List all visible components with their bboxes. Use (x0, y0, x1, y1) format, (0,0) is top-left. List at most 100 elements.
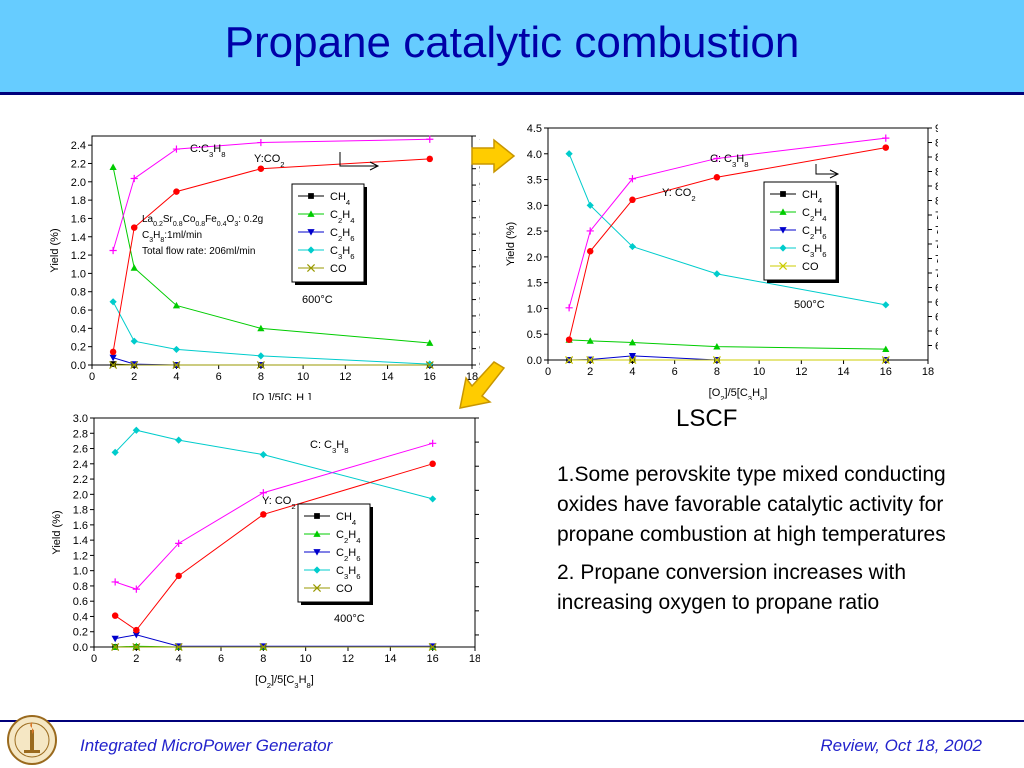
x-tick-label: 8 (258, 371, 264, 383)
x-tick-label: 10 (300, 653, 312, 665)
data-point (259, 451, 267, 459)
x-tick-label: 0 (545, 366, 551, 378)
legend-box (763, 181, 837, 281)
y2-tick-label: 64 (935, 312, 938, 324)
y-tick-label: 3.0 (527, 200, 542, 212)
slide-title: Propane catalytic combustion (224, 18, 800, 67)
legend-marker (307, 246, 315, 254)
data-point (257, 138, 265, 147)
x-tick-label: 8 (260, 653, 266, 665)
data-point (881, 355, 890, 365)
temperature-label: 500°C (794, 299, 825, 311)
data-point (109, 360, 118, 370)
y2-tick-label: 78 (935, 210, 938, 222)
y2-tick-label: 98.0 (479, 196, 480, 208)
data-point (111, 642, 120, 652)
legend-entry: C3H6 (336, 565, 360, 581)
y-tick-label: 0.4 (73, 611, 88, 623)
data-point (257, 165, 265, 172)
data-point (172, 301, 181, 309)
x-tick-label: 18 (922, 366, 934, 378)
y2-tick-label: 72 (935, 254, 938, 266)
data-point (109, 348, 117, 356)
data-point (882, 301, 890, 309)
y-tick-label: 0.5 (527, 329, 542, 341)
y-tick-label: 1.2 (73, 550, 88, 562)
data-point (713, 154, 721, 163)
legend-entry: C2H4 (802, 207, 827, 223)
y2-tick-label: 95.0 (479, 295, 480, 307)
y-tick-label: 2.4 (71, 140, 86, 152)
data-point (629, 196, 636, 204)
legend-marker (308, 193, 314, 199)
data-point (565, 150, 573, 158)
y2-tick-label: 68 (935, 283, 938, 295)
y2-tick-label: 94.0 (479, 327, 480, 339)
data-point (565, 336, 573, 343)
legend-entry: C2H4 (330, 209, 355, 225)
chart-400c: 0 2 4 6 8 10 12 14 16 18 0.0 0.2 0.4 0.6 0.8 1.0 1.2 1.4 1… (51, 413, 480, 688)
y-tick-label: 1.0 (71, 268, 86, 280)
y2-tick-label: 95.5 (479, 278, 480, 290)
data-point (132, 642, 141, 652)
y-tick-label: 3.0 (73, 413, 88, 425)
data-point (172, 345, 181, 354)
bullet-list: 1.Some perovskite type mixed conducting … (557, 460, 957, 626)
data-point (426, 155, 434, 163)
y2-tick-label: 84 (935, 167, 938, 179)
x-tick-label: 2 (133, 653, 139, 665)
x-tick-label: 14 (837, 366, 849, 378)
y2-tick-label: 94.5 (479, 311, 480, 323)
bullet-1: 1.Some perovskite type mixed conducting … (557, 463, 946, 546)
y-tick-label: 2.2 (73, 474, 88, 486)
data-point (175, 572, 182, 580)
legend-marker (312, 583, 322, 593)
data-point (132, 585, 140, 593)
x-tick-label: 6 (672, 366, 678, 378)
y2-tick-label: 66 (935, 297, 938, 309)
data-point (257, 352, 265, 360)
data-point (586, 355, 595, 365)
data-point (109, 354, 117, 362)
x-tick-label: 0 (91, 653, 97, 665)
legend-box (291, 183, 365, 283)
x-axis-label: [O2]/5[C3H8] (255, 674, 314, 688)
data-point (110, 361, 116, 367)
x-tick-label: 6 (218, 653, 224, 665)
legend-marker (313, 566, 321, 574)
y-tick-label: 0.0 (71, 360, 86, 372)
y2-tick-label: 82 (935, 181, 938, 193)
data-point (713, 270, 721, 278)
data-point (628, 175, 637, 183)
y2-tick-label: 90 (935, 123, 938, 135)
data-point (628, 355, 637, 365)
chart-600c: 0 2 4 6 8 10 12 14 16 18 0.0 0.2 0.4 0.6 0.8 1.0 1.2 1.4 1… (49, 131, 480, 400)
x-tick-label: 8 (714, 366, 720, 378)
x-tick-label: 2 (587, 366, 593, 378)
series-line-c2h6 (569, 355, 886, 361)
legend-marker (313, 530, 321, 537)
y-tick-label: 2.2 (71, 158, 86, 170)
x-tick-label: 16 (427, 653, 439, 665)
y2-tick-label: 99.0 (479, 164, 480, 176)
series-line-c3h6 (114, 429, 433, 500)
y-axis-label: Yield (%) (49, 228, 61, 272)
y2-tick-label: 80 (935, 196, 938, 208)
data-point (109, 163, 117, 171)
y-tick-label: 1.2 (71, 250, 86, 262)
data-point (882, 134, 890, 142)
data-point (130, 174, 138, 183)
legend-entry: C3H6 (802, 243, 826, 259)
data-point (260, 511, 267, 518)
data-point (109, 298, 117, 306)
data-point (628, 338, 637, 346)
legend-entry: CH4 (802, 189, 823, 205)
data-point (586, 201, 594, 209)
y2-tick-label: 86 (935, 152, 938, 164)
data-point (259, 489, 267, 497)
legend-marker (314, 513, 320, 519)
data-point (173, 188, 180, 195)
data-point (256, 360, 265, 370)
legend-marker (307, 229, 315, 236)
x-tick-label: 0 (89, 371, 95, 383)
